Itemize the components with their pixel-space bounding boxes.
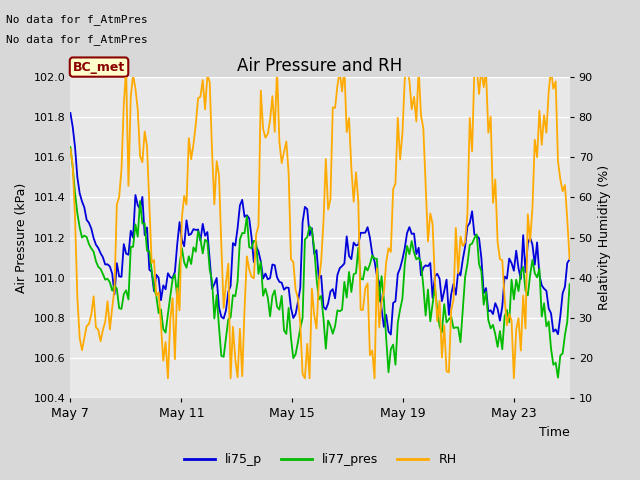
Text: BC_met: BC_met (73, 60, 125, 73)
Text: No data for f_AtmPres: No data for f_AtmPres (6, 14, 148, 25)
X-axis label: Time: Time (539, 426, 570, 439)
Y-axis label: Relativity Humidity (%): Relativity Humidity (%) (598, 165, 611, 310)
Title: Air Pressure and RH: Air Pressure and RH (237, 57, 403, 75)
Text: No data for f_AtmPres: No data for f_AtmPres (6, 34, 148, 45)
Y-axis label: Air Pressure (kPa): Air Pressure (kPa) (15, 182, 28, 293)
Legend: li75_p, li77_pres, RH: li75_p, li77_pres, RH (179, 448, 461, 471)
